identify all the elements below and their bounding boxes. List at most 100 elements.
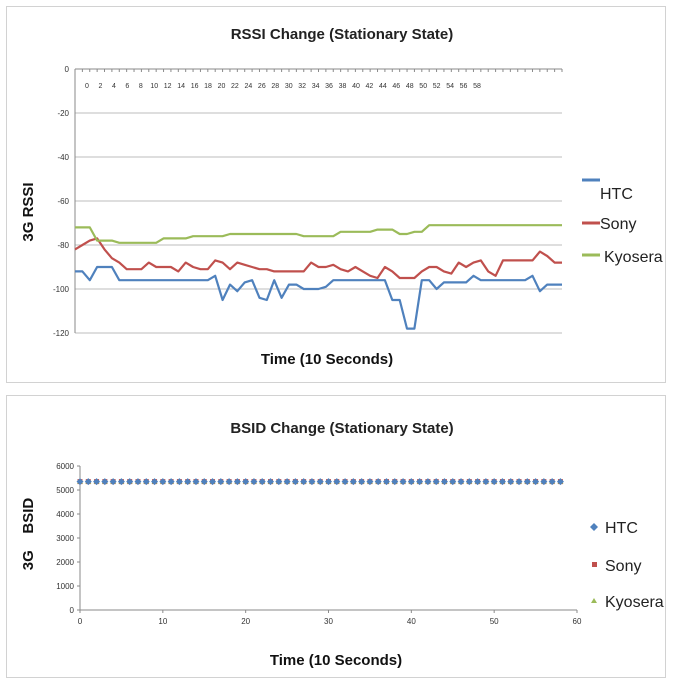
bsid-point-htc <box>267 478 275 486</box>
bsid-y-tick-label: 1000 <box>56 582 74 591</box>
bsid-point-htc <box>258 478 266 486</box>
rssi-x-tick-label: 52 <box>433 83 441 90</box>
bsid-point-htc <box>399 478 407 486</box>
rssi-y-axis-title: 3G RSSI <box>20 182 37 241</box>
rssi-x-tick-label: 8 <box>139 83 143 90</box>
bsid-point-htc <box>76 478 84 486</box>
bsid-point-htc <box>209 478 217 486</box>
rssi-x-tick-label: 0 <box>85 83 89 90</box>
rssi-x-tick-label: 56 <box>460 83 468 90</box>
bsid-point-htc <box>126 478 134 486</box>
rssi-x-tick-label: 42 <box>366 83 374 90</box>
rssi-x-axis-title: Time (10 Seconds) <box>261 351 393 368</box>
bsid-point-htc <box>540 478 548 486</box>
bsid-point-htc <box>275 478 283 486</box>
rssi-y-tick-label: -120 <box>53 329 70 338</box>
bsid-point-htc <box>200 478 208 486</box>
bsid-point-htc <box>167 478 175 486</box>
bsid-point-htc <box>175 478 183 486</box>
legend-label-kyosera: Kyosera <box>604 249 663 266</box>
bsid-point-htc <box>349 478 357 486</box>
rssi-x-tick-label: 44 <box>379 83 387 90</box>
rssi-y-tick-labels: 0 -20 -40 -60 -80 -100 -120 <box>53 65 70 338</box>
bsid-point-htc <box>325 478 332 486</box>
rssi-series-lines <box>74 224 562 330</box>
bsid-point-htc <box>391 478 399 486</box>
bsid-point-htc <box>283 478 291 486</box>
rssi-chart-panel: RSSI Change (Stationary State) 0 -20 -40 -6… <box>6 6 666 383</box>
rssi-series-line-sony <box>74 237 562 280</box>
legend-label-htc-bsid: HTC <box>605 520 638 537</box>
bsid-chart-panel: BSID Change (Stationary State) 0 1000 2000… <box>6 395 666 678</box>
rssi-x-tick-label: 20 <box>218 83 226 90</box>
bsid-point-htc <box>192 478 200 486</box>
bsid-point-htc <box>358 478 366 486</box>
bsid-y-tick-label: 2000 <box>56 558 74 567</box>
rssi-x-tick-label: 24 <box>244 83 252 90</box>
bsid-point-htc <box>515 478 523 486</box>
rssi-x-tick-label: 10 <box>150 83 158 90</box>
rssi-y-tick-label: -40 <box>57 153 69 162</box>
rssi-gridlines <box>74 68 563 334</box>
bsid-y-axis-title: 3G BSID <box>20 498 37 571</box>
rssi-x-tick-label: 14 <box>177 83 185 90</box>
bsid-point-htc <box>117 478 125 486</box>
rssi-x-tick-label: 28 <box>271 83 279 90</box>
bsid-point-htc <box>374 478 382 486</box>
rssi-x-tick-label: 46 <box>392 83 400 90</box>
bsid-point-htc <box>225 478 233 486</box>
rssi-x-tick-label: 38 <box>339 83 347 90</box>
rssi-y-tick-label: -60 <box>57 197 69 206</box>
bsid-point-htc <box>490 478 498 486</box>
rssi-x-tick-label: 18 <box>204 83 212 90</box>
bsid-y-tick-label: 0 <box>70 606 75 615</box>
bsid-axes <box>77 465 578 613</box>
bsid-point-htc <box>142 478 150 486</box>
rssi-x-tick-label: 36 <box>325 83 333 90</box>
bsid-point-htc <box>109 478 117 486</box>
bsid-series-points <box>76 478 564 486</box>
rssi-chart: RSSI Change (Stationary State) 0 -20 -40 -6… <box>20 26 663 368</box>
bsid-point-htc <box>440 478 448 486</box>
bsid-point-htc <box>300 478 308 486</box>
bsid-y-tick-labels: 0 1000 2000 3000 4000 5000 6000 <box>56 462 74 615</box>
rssi-y-tick-label: -20 <box>57 109 69 118</box>
rssi-x-tick-label: 40 <box>352 83 360 90</box>
rssi-y-tick-label: 0 <box>65 65 70 74</box>
bsid-point-htc <box>498 478 506 486</box>
bsid-point-htc <box>556 478 564 486</box>
bsid-point-htc <box>457 478 465 486</box>
bsid-point-htc <box>308 478 316 486</box>
rssi-chart-title: RSSI Change (Stationary State) <box>231 26 454 43</box>
bsid-point-htc <box>184 478 192 486</box>
bsid-point-htc <box>316 478 324 486</box>
bsid-point-htc <box>432 478 440 486</box>
bsid-point-htc <box>424 478 432 486</box>
rssi-x-tick-label: 2 <box>98 83 102 90</box>
rssi-x-tick-label: 16 <box>191 83 199 90</box>
rssi-x-tick-label: 48 <box>406 83 414 90</box>
bsid-x-tick-label: 0 <box>78 617 83 626</box>
bsid-point-htc <box>217 478 225 486</box>
bsid-point-htc <box>523 478 531 486</box>
legend-label-sony: Sony <box>600 216 636 233</box>
bsid-point-htc <box>242 478 250 486</box>
rssi-series-line-htc <box>75 265 562 330</box>
bsid-point-htc <box>341 478 349 486</box>
rssi-x-tick-label: 12 <box>164 83 172 90</box>
bsid-point-htc <box>482 478 490 486</box>
bsid-point-htc <box>407 478 415 486</box>
bsid-x-tick-label: 40 <box>407 617 416 626</box>
bsid-y-tick-label: 6000 <box>56 462 74 471</box>
bsid-point-htc <box>159 478 167 486</box>
rssi-x-tick-label: 6 <box>125 83 129 90</box>
rssi-x-tick-label: 32 <box>298 83 306 90</box>
bsid-point-htc <box>233 478 241 486</box>
rssi-series-line-kyosera <box>75 224 562 244</box>
rssi-x-tick-label: 30 <box>285 83 293 90</box>
rssi-y-tick-label: -80 <box>57 241 69 250</box>
bsid-point-htc <box>134 478 142 486</box>
rssi-x-tick-label: 26 <box>258 83 266 90</box>
bsid-point-htc <box>449 478 457 486</box>
bsid-point-htc <box>548 478 556 486</box>
